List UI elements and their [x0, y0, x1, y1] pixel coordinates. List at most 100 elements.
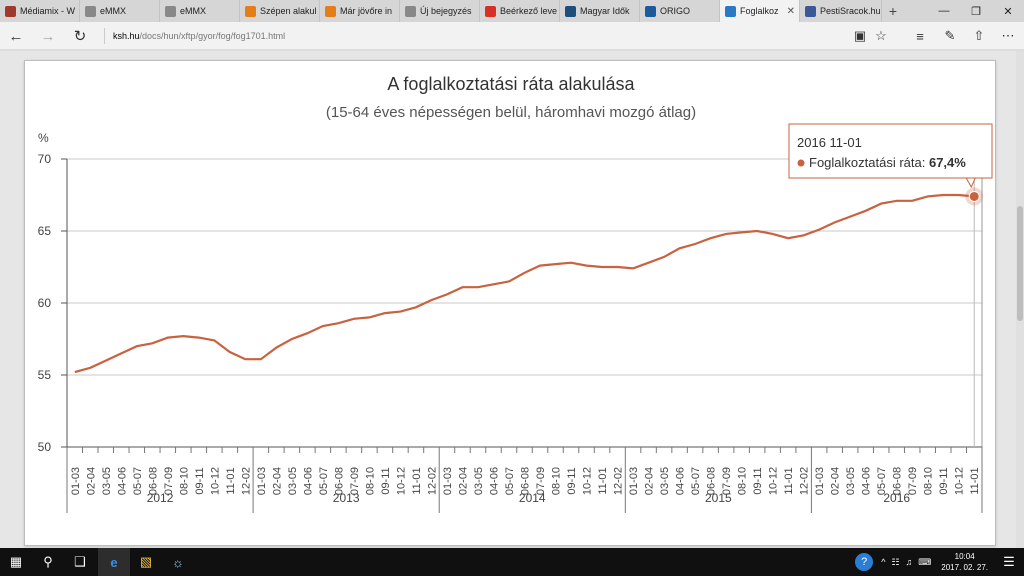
- browser-tab[interactable]: Szépen alakul: [240, 0, 320, 22]
- x-tick-label: 04-06: [302, 467, 314, 495]
- year-label: 2013: [333, 491, 360, 505]
- system-tray: ? ^ ☷ ♫ ⌨ 10:04 2017. 02. 27.: [855, 548, 988, 576]
- browser-tab[interactable]: Új bejegyzés: [400, 0, 480, 22]
- start-windows-icon[interactable]: ▦: [9, 554, 23, 569]
- url-path: /docs/hun/xftp/gyor/fog/fog1701.html: [139, 31, 286, 41]
- tab-favicon-icon: [565, 5, 576, 17]
- close-tab-icon[interactable]: ✕: [786, 5, 795, 17]
- network-icon[interactable]: ☷: [891, 556, 900, 567]
- x-tick-label: 01-03: [256, 467, 268, 495]
- task-view-icon[interactable]: ❑: [74, 554, 86, 569]
- volume-icon[interactable]: ♫: [905, 557, 913, 567]
- url-domain: ksh.hu: [113, 31, 140, 41]
- x-tick-label: 04-06: [488, 467, 500, 495]
- close-window-button[interactable]: ✕: [1003, 5, 1013, 18]
- tab-label: eMMX: [100, 6, 127, 16]
- reading-view-icon[interactable]: ▣: [853, 28, 867, 43]
- address-bar[interactable]: ksh.hu/docs/hun/xftp/gyor/fog/fog1701.ht…: [104, 28, 724, 44]
- minimize-button[interactable]: —: [938, 5, 950, 17]
- clock[interactable]: 10:04 2017. 02. 27.: [941, 551, 988, 573]
- scrollbar[interactable]: [1016, 51, 1024, 548]
- tab-label: PestiSracok.hu: [820, 6, 881, 16]
- x-tick-label: 08-10: [551, 467, 563, 495]
- x-tick-label: 02-04: [85, 467, 97, 495]
- browser-tab[interactable]: eMMX: [160, 0, 240, 22]
- x-tick-label: 10-12: [395, 467, 407, 495]
- y-tick-label: 60: [38, 296, 52, 310]
- tab-favicon-icon: [405, 5, 416, 17]
- paint-app-icon[interactable]: ☼: [172, 554, 184, 570]
- x-tick-label: 04-06: [675, 467, 687, 495]
- edge-browser-icon[interactable]: e: [98, 548, 130, 576]
- keyboard-icon[interactable]: ⌨: [918, 556, 932, 567]
- hub-icon[interactable]: ≡: [916, 28, 924, 44]
- x-tick-label: 09-11: [194, 467, 206, 494]
- new-tab-button[interactable]: +: [888, 3, 898, 19]
- tab-label: Foglalkoz: [740, 6, 779, 16]
- web-note-icon[interactable]: ✎: [944, 28, 956, 43]
- tooltip-value: 67,4%: [929, 155, 966, 170]
- refresh-icon[interactable]: ↻: [73, 28, 87, 45]
- notification-icon[interactable]: ☰: [1003, 554, 1015, 569]
- tab-label: Szépen alakul: [260, 6, 317, 16]
- x-tick-label: 01-03: [442, 467, 454, 495]
- browser-tab[interactable]: eMMX: [80, 0, 160, 22]
- scrollbar-thumb[interactable]: [1017, 206, 1023, 321]
- series-polyline: [74, 193, 975, 374]
- x-tick-label: 10-12: [582, 467, 594, 495]
- x-tick-label: 07-09: [721, 467, 733, 495]
- line-chart: A foglalkoztatási ráta alakulása (15-64 …: [38, 74, 993, 513]
- data-point-last[interactable]: [968, 190, 980, 202]
- tab-label: Új bejegyzés: [420, 6, 472, 16]
- y-tick-label: 70: [38, 152, 52, 166]
- clock-date: 2017. 02. 27.: [941, 563, 988, 572]
- restore-button[interactable]: ❐: [971, 5, 981, 18]
- x-tick-label: 05-07: [132, 467, 144, 495]
- x-tick-label: 07-09: [163, 467, 175, 495]
- more-menu-icon[interactable]: ⋯: [1001, 28, 1015, 43]
- year-label: 2014: [519, 491, 546, 505]
- forward-arrow-icon[interactable]: →: [40, 27, 56, 45]
- browser-tab[interactable]: PestiSracok.hu: [800, 0, 882, 22]
- x-tick-label: 11-01: [225, 467, 237, 494]
- x-tick-label: 03-05: [659, 467, 671, 495]
- x-tick-label: 04-06: [861, 467, 873, 495]
- tooltip-pointer: [965, 177, 977, 189]
- browser-tab[interactable]: Foglalkoz ✕: [720, 0, 800, 22]
- help-icon[interactable]: ?: [855, 553, 874, 571]
- y-tick-label: 50: [38, 440, 52, 454]
- back-arrow-icon[interactable]: ←: [8, 27, 24, 45]
- browser-tab[interactable]: Magyar Idők: [560, 0, 640, 22]
- tab-label: Beérkező leve: [500, 6, 558, 16]
- share-icon[interactable]: ⇧: [973, 28, 985, 43]
- tooltip-marker: [797, 159, 805, 167]
- up-arrow-icon[interactable]: ^: [881, 557, 886, 567]
- clock-time: 10:04: [954, 552, 975, 561]
- x-tick-label: 05-07: [690, 467, 702, 495]
- file-explorer-icon[interactable]: ▧: [139, 554, 153, 569]
- tab-favicon-icon: [805, 5, 816, 17]
- x-tick-label: 12-02: [799, 467, 811, 495]
- tab-favicon-icon: [485, 5, 496, 17]
- x-tick-label: 02-04: [644, 467, 656, 495]
- chart-card: A foglalkoztatási ráta alakulása (15-64 …: [24, 60, 996, 546]
- x-tick-label: 02-04: [830, 467, 842, 495]
- x-tick-label: 09-11: [752, 467, 764, 494]
- browser-tab[interactable]: Beérkező leve: [480, 0, 560, 22]
- x-tick-label: 02-04: [457, 467, 469, 495]
- y-axis-label: %: [38, 131, 49, 145]
- browser-tab[interactable]: Már jövőre in: [320, 0, 400, 22]
- browser-tab[interactable]: ORIGO: [640, 0, 720, 22]
- x-tick-label: 03-05: [101, 467, 113, 495]
- tab-favicon-icon: [85, 5, 96, 17]
- x-tick-label: 11-01: [597, 467, 609, 494]
- browser-tab[interactable]: Médiamix - W: [0, 0, 80, 22]
- tab-favicon-icon: [165, 5, 176, 17]
- x-tick-label: 01-03: [70, 467, 82, 495]
- page-content: A foglalkoztatási ráta alakulása (15-64 …: [0, 51, 1024, 548]
- tab-label: Médiamix - W: [20, 6, 76, 16]
- x-tick-label: 10-12: [768, 467, 780, 495]
- search-icon[interactable]: ⚲: [43, 554, 53, 569]
- year-label: 2015: [705, 491, 732, 505]
- favorite-star-icon[interactable]: ☆: [875, 28, 887, 43]
